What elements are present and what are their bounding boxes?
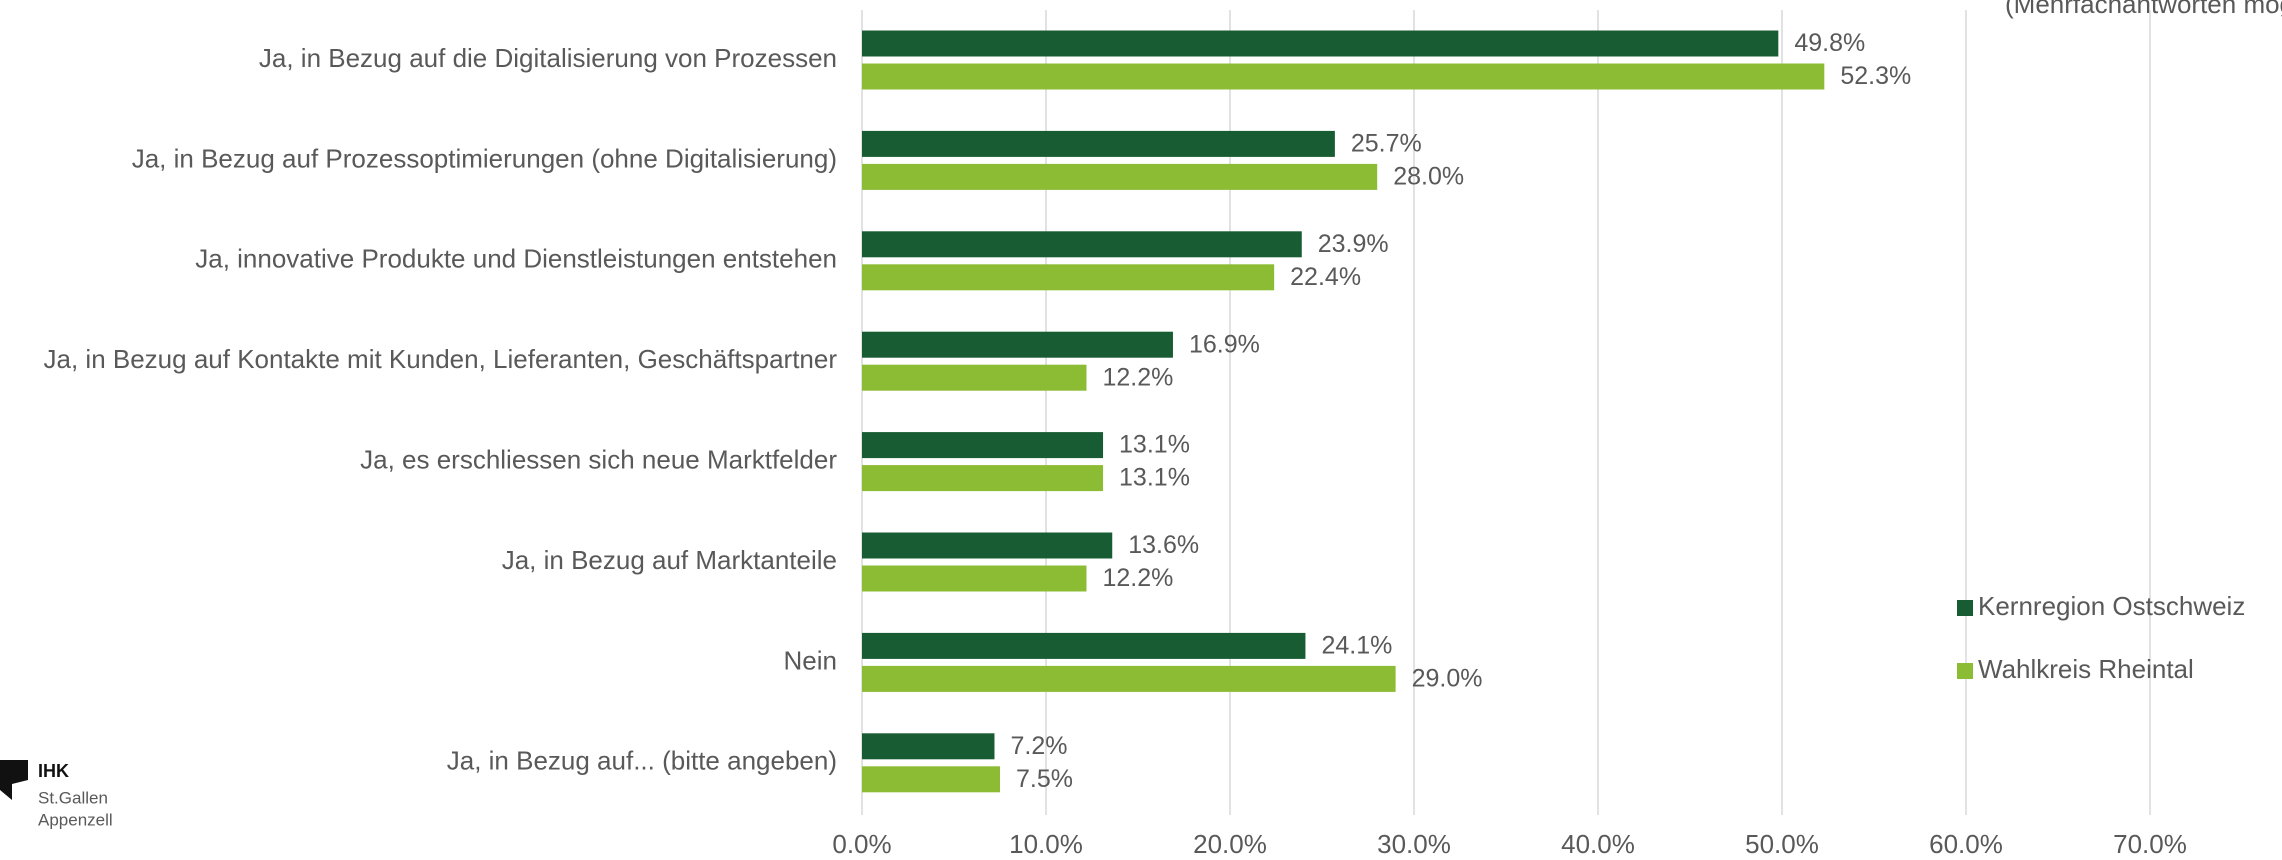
logo: IHK St.Gallen Appenzell (0, 760, 113, 829)
logo-line: St.Gallen (38, 788, 108, 807)
value-label: 13.1% (1119, 464, 1190, 492)
value-label: 23.9% (1318, 230, 1389, 258)
bar (862, 565, 1087, 592)
x-tick-label: 30.0% (1377, 829, 1451, 859)
bar (862, 465, 1104, 492)
category-label: Ja, in Bezug auf Marktanteile (502, 545, 837, 575)
bar (862, 432, 1104, 459)
value-label: 24.1% (1321, 632, 1392, 660)
x-tick-label: 0.0% (832, 829, 891, 859)
value-label: 22.4% (1290, 263, 1361, 291)
bar (862, 364, 1087, 391)
value-label: 28.0% (1393, 163, 1464, 191)
bar (862, 130, 1335, 157)
x-tick-label: 50.0% (1745, 829, 1819, 859)
x-tick-label: 40.0% (1561, 829, 1635, 859)
bar (862, 665, 1396, 692)
category-label: Ja, es erschliessen sich neue Marktfelde… (360, 444, 837, 474)
logo-line: Appenzell (38, 810, 113, 829)
bar (862, 532, 1113, 559)
bar (862, 63, 1825, 90)
category-label: Ja, in Bezug auf Prozessoptimierungen (o… (132, 143, 837, 173)
category-label: Nein (784, 645, 837, 675)
category-label: Ja, in Bezug auf Kontakte mit Kunden, Li… (44, 344, 838, 374)
x-tick-label: 60.0% (1929, 829, 2003, 859)
legend-label: Wahlkreis Rheintal (1978, 654, 2194, 684)
bar (862, 30, 1779, 57)
value-label: 13.1% (1119, 431, 1190, 459)
bar (862, 331, 1173, 358)
value-label: 7.2% (1010, 732, 1067, 760)
bar (862, 733, 995, 760)
bar (862, 264, 1275, 291)
legend-swatch (1957, 600, 1973, 616)
category-label: Ja, in Bezug auf die Digitalisierung von… (259, 43, 837, 73)
logo-icon (0, 760, 28, 800)
value-label: 16.9% (1189, 330, 1260, 358)
chart-subtitle: (Mehrfachantworten möglich) (2005, 0, 2282, 19)
value-label: 52.3% (1840, 62, 1911, 90)
bar (862, 632, 1306, 659)
logo-name: IHK (38, 761, 69, 781)
value-label: 29.0% (1412, 665, 1483, 693)
value-label: 25.7% (1351, 130, 1422, 158)
legend-label: Kernregion Ostschweiz (1978, 591, 2245, 621)
legend-swatch (1957, 663, 1973, 679)
value-label: 7.5% (1016, 765, 1073, 793)
category-label: Ja, in Bezug auf... (bitte angeben) (447, 746, 837, 776)
bar (862, 766, 1000, 793)
x-tick-label: 10.0% (1009, 829, 1083, 859)
value-label: 13.6% (1128, 531, 1199, 559)
x-tick-label: 20.0% (1193, 829, 1267, 859)
category-label: Ja, innovative Produkte und Dienstleistu… (195, 244, 837, 274)
bar (862, 163, 1378, 190)
value-label: 49.8% (1794, 29, 1865, 57)
x-tick-label: 70.0% (2113, 829, 2187, 859)
bar (862, 231, 1302, 258)
value-label: 12.2% (1102, 363, 1173, 391)
value-label: 12.2% (1102, 564, 1173, 592)
